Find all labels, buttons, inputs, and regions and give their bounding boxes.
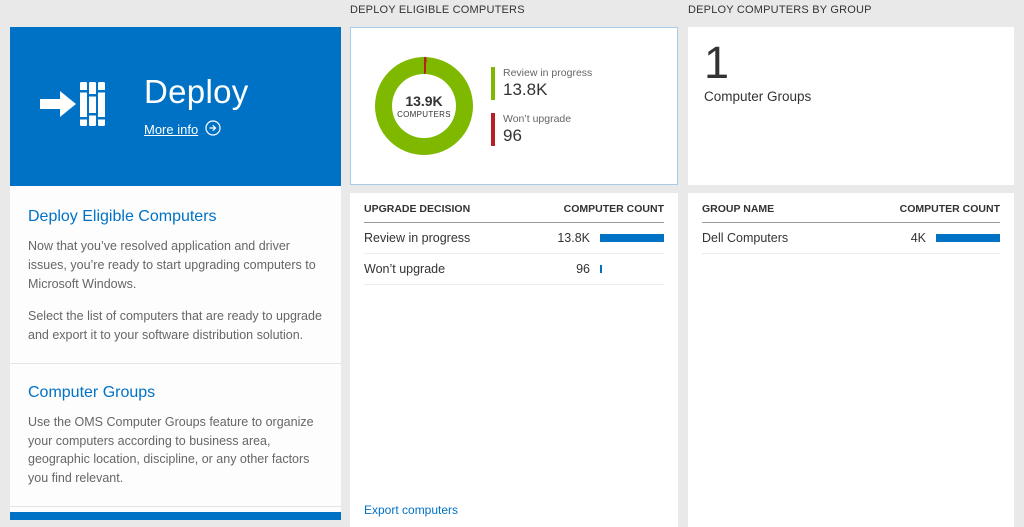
- row-label: Review in progress: [364, 231, 471, 245]
- table-row[interactable]: Dell Computers 4K: [702, 223, 1000, 254]
- deploy-tile-title: Deploy: [144, 73, 249, 111]
- column-header-computer-count: COMPUTER COUNT: [899, 203, 1000, 215]
- deploy-description-body: Deploy Eligible Computers Now that you’v…: [10, 186, 341, 512]
- row-bar-track: [600, 265, 664, 273]
- table-header-row: GROUP NAME COMPUTER COUNT: [702, 193, 1000, 223]
- legend-item-review-in-progress: Review in progress 13.8K: [491, 66, 593, 100]
- right-column-header: DEPLOY COMPUTERS BY GROUP: [688, 4, 872, 16]
- deploy-tile-text: Deploy More info: [144, 74, 249, 138]
- deploy-tile[interactable]: Deploy More info: [10, 27, 341, 186]
- section-paragraph: Select the list of computers that are re…: [28, 309, 322, 342]
- section-paragraph: Now that you’ve resolved application and…: [28, 239, 316, 291]
- donut-legend: Review in progress 13.8K Won’t upgrade 9…: [491, 66, 593, 146]
- legend-color-bar: [491, 66, 495, 100]
- section-heading-deploy-eligible: Deploy Eligible Computers: [28, 208, 217, 225]
- arrow-circle-icon: [205, 120, 221, 139]
- section-heading-computer-groups: Computer Groups: [28, 383, 156, 401]
- deploy-icon: [40, 77, 106, 136]
- legend-color-bar: [491, 112, 495, 146]
- column-header-upgrade-decision: UPGRADE DECISION: [364, 203, 471, 215]
- middle-column-header: DEPLOY ELIGIBLE COMPUTERS: [350, 4, 525, 16]
- tile-bottom-accent-bar: [10, 512, 341, 520]
- section-divider: [10, 362, 341, 364]
- count-bar: [600, 234, 664, 242]
- donut-center-label: COMPUTERS: [397, 110, 451, 119]
- count-bar: [936, 234, 1000, 242]
- row-value: 13.8K: [557, 231, 590, 245]
- row-value: 96: [576, 262, 590, 276]
- computer-groups-count: 1: [704, 37, 730, 88]
- table-row[interactable]: Won’t upgrade 96: [364, 254, 664, 285]
- legend-label: Won’t upgrade: [503, 112, 572, 125]
- legend-label: Review in progress: [503, 66, 593, 79]
- column-header-group-name: GROUP NAME: [702, 203, 775, 215]
- legend-item-wont-upgrade: Won’t upgrade 96: [491, 112, 592, 146]
- row-bar-track: [936, 234, 1000, 242]
- row-label: Won’t upgrade: [364, 262, 446, 276]
- row-label: Dell Computers: [702, 231, 789, 245]
- table-row[interactable]: Review in progress 13.8K: [364, 223, 664, 254]
- computers-donut-chart: 13.9K COMPUTERS: [375, 57, 473, 155]
- computer-groups-count-tile[interactable]: 1 Computer Groups: [688, 27, 1014, 185]
- export-computers-link[interactable]: Export computers: [364, 503, 459, 517]
- table-header-row: UPGRADE DECISION COMPUTER COUNT: [364, 193, 664, 223]
- legend-value: 13.8K: [503, 79, 548, 99]
- deploy-overview-panel: Deploy More info Deploy Eligible Compute…: [10, 27, 341, 520]
- upgrade-decision-table: UPGRADE DECISION COMPUTER COUNT Review i…: [350, 193, 678, 527]
- more-info-label: More info: [144, 121, 199, 137]
- donut-center: 13.9K COMPUTERS: [392, 74, 456, 138]
- section-paragraph: Use the OMS Computer Groups feature to o…: [28, 414, 314, 485]
- more-info-link[interactable]: More info: [144, 120, 249, 139]
- legend-value: 96: [503, 125, 522, 145]
- count-bar: [600, 265, 602, 273]
- eligible-computers-donut-tile[interactable]: 13.9K COMPUTERS Review in progress 13.8K…: [350, 27, 678, 185]
- row-value: 4K: [910, 231, 926, 245]
- computer-groups-table: GROUP NAME COMPUTER COUNT Dell Computers…: [688, 193, 1014, 527]
- donut-center-value: 13.9K: [405, 93, 443, 109]
- section-divider: [10, 505, 341, 507]
- column-header-computer-count: COMPUTER COUNT: [563, 203, 664, 215]
- row-bar-track: [600, 234, 664, 242]
- computer-groups-count-label: Computer Groups: [704, 89, 812, 105]
